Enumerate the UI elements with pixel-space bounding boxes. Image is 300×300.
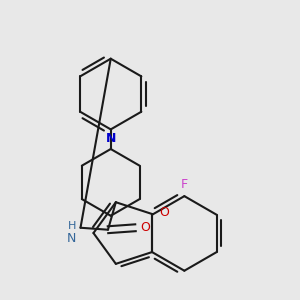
Text: N: N [67,232,76,245]
Text: O: O [159,206,169,218]
Text: N: N [106,132,116,145]
Text: O: O [140,221,150,234]
Text: F: F [181,178,188,191]
Text: H: H [68,221,76,231]
